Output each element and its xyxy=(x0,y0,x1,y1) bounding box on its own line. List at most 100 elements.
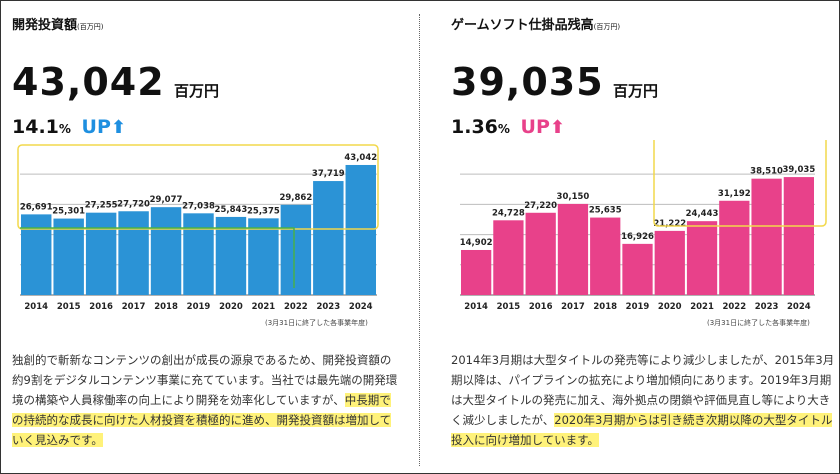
bar-2016 xyxy=(85,212,117,295)
bar-value-label: 26,691 xyxy=(20,202,53,212)
bar-value-label: 25,635 xyxy=(589,206,622,216)
right-growth-up-label: UP xyxy=(520,116,550,138)
bar-value-label: 30,150 xyxy=(557,192,590,202)
x-tick-label: 2020 xyxy=(219,302,243,312)
bar-2020 xyxy=(654,230,685,295)
left-growth-value: 14.1 xyxy=(12,116,59,138)
x-tick-label: 2017 xyxy=(122,302,146,312)
right-growth-value: 1.36 xyxy=(451,116,498,138)
connector-line xyxy=(20,227,295,288)
right-panel: ゲームソフト仕掛品残高(百万円) 39,035 百万円 1.36% UP⬆ 14… xyxy=(425,0,835,474)
bar-2023 xyxy=(313,181,344,295)
bar-value-label: 39,035 xyxy=(782,165,815,175)
bar-value-label: 27,038 xyxy=(182,201,215,211)
x-tick-label: 2021 xyxy=(252,302,276,312)
bar-2018 xyxy=(590,217,621,295)
bar-2015 xyxy=(53,218,84,295)
left-body-text: 独創的で斬新なコンテンツの創出が成長の源泉であるため、開発投資額の約9割をデジタ… xyxy=(12,350,402,450)
bar-2019 xyxy=(183,213,214,295)
left-body-plain: 独創的で斬新なコンテンツの創出が成長の源泉であるため、開発投資額の約9割をデジタ… xyxy=(12,353,398,407)
highlight-outline xyxy=(653,140,827,227)
x-tick-label: 2015 xyxy=(57,302,81,312)
right-chart-note: (3月31日に終了した各事業年度) xyxy=(707,319,810,327)
bar-2021 xyxy=(686,221,718,295)
right-title-text: ゲームソフト仕掛品残高 xyxy=(451,18,594,33)
right-big-value: 39,035 xyxy=(451,60,604,104)
bar-value-label: 27,720 xyxy=(117,199,150,209)
bar-value-label: 27,220 xyxy=(524,201,557,211)
x-tick-label: 2016 xyxy=(89,302,113,312)
bar-value-label: 29,862 xyxy=(279,193,312,203)
x-tick-label: 2022 xyxy=(722,302,746,312)
bar-2023 xyxy=(751,178,782,295)
x-tick-label: 2018 xyxy=(154,302,178,312)
x-tick-label: 2024 xyxy=(787,302,811,312)
highlight-outline xyxy=(17,144,379,230)
left-bar-chart: 26,691 2014 25,301 2015 27,255 2016 27,720 2017… xyxy=(17,144,379,312)
bar-2020 xyxy=(215,216,247,295)
bar-2017 xyxy=(557,203,589,295)
x-tick-label: 2014 xyxy=(24,302,48,312)
bar-2022 xyxy=(719,200,750,295)
up-arrow-icon: ⬆ xyxy=(110,117,126,138)
bar-2022 xyxy=(280,204,312,295)
x-tick-label: 2019 xyxy=(187,302,211,312)
bar-2017 xyxy=(118,211,149,295)
bar-value-label: 24,443 xyxy=(686,209,719,219)
bar-2014 xyxy=(21,214,52,295)
left-big-unit: 百万円 xyxy=(174,82,220,100)
x-tick-label: 2017 xyxy=(561,302,585,312)
left-big-value: 43,042 xyxy=(12,60,165,104)
panel-divider xyxy=(419,14,420,466)
right-big-unit: 百万円 xyxy=(613,82,659,100)
bar-2014 xyxy=(461,249,492,295)
left-growth-up-label: UP xyxy=(81,116,111,138)
bar-value-label: 21,222 xyxy=(653,219,686,229)
bar-value-label: 29,077 xyxy=(150,195,183,205)
bar-value-label: 43,042 xyxy=(344,153,377,163)
bar-2019 xyxy=(622,243,653,295)
x-tick-label: 2021 xyxy=(690,302,714,312)
bar-value-label: 25,375 xyxy=(247,206,280,216)
bar-2018 xyxy=(150,207,182,295)
x-tick-label: 2024 xyxy=(349,302,373,312)
x-tick-label: 2014 xyxy=(464,302,488,312)
left-panel: 開発投資額(百万円) 43,042 百万円 14.1% UP⬆ 26,691 20… xyxy=(0,0,410,474)
left-title-unit: (百万円) xyxy=(77,23,104,31)
left-growth: 14.1% UP⬆ xyxy=(12,116,126,138)
bar-value-label: 38,510 xyxy=(750,167,783,177)
x-tick-label: 2023 xyxy=(755,302,779,312)
left-panel-title: 開発投資額(百万円) xyxy=(12,14,103,33)
right-bar-chart: 14,902 2014 24,728 2015 27,220 2016 30,150 2017… xyxy=(460,140,827,312)
x-tick-label: 2019 xyxy=(626,302,650,312)
left-title-text: 開発投資額 xyxy=(12,18,78,33)
right-growth-pct: % xyxy=(497,122,510,136)
bar-value-label: 27,255 xyxy=(85,201,118,211)
x-tick-label: 2018 xyxy=(593,302,617,312)
bar-2015 xyxy=(493,220,524,295)
bar-2024 xyxy=(345,164,376,295)
x-tick-label: 2015 xyxy=(497,302,521,312)
bar-value-label: 16,926 xyxy=(621,232,654,242)
bar-value-label: 25,843 xyxy=(215,205,248,215)
x-tick-label: 2023 xyxy=(316,302,340,312)
x-tick-label: 2016 xyxy=(529,302,553,312)
bar-value-label: 37,719 xyxy=(312,169,345,179)
right-body-text: 2014年3月期は大型タイトルの発売等により減少しましたが、2015年3月期以降… xyxy=(451,350,836,450)
bar-value-label: 14,902 xyxy=(460,238,493,248)
x-tick-label: 2022 xyxy=(284,302,308,312)
bar-value-label: 24,728 xyxy=(492,208,525,218)
bar-2021 xyxy=(248,218,279,295)
right-growth: 1.36% UP⬆ xyxy=(451,116,565,138)
bar-value-label: 25,301 xyxy=(52,207,85,217)
bar-value-label: 31,192 xyxy=(718,189,751,199)
right-body-plain: 2014年3月期は大型タイトルの発売等により減少しましたが、2015年3月期以降… xyxy=(451,353,835,427)
left-growth-pct: % xyxy=(58,122,71,136)
up-arrow-icon: ⬆ xyxy=(549,117,565,138)
right-panel-title: ゲームソフト仕掛品残高(百万円) xyxy=(451,14,620,33)
x-tick-label: 2020 xyxy=(658,302,682,312)
right-title-unit: (百万円) xyxy=(593,23,621,31)
bar-2016 xyxy=(525,212,556,295)
left-chart-note: (3月31日に終了した各事業年度) xyxy=(265,319,368,327)
bar-2024 xyxy=(783,177,814,295)
